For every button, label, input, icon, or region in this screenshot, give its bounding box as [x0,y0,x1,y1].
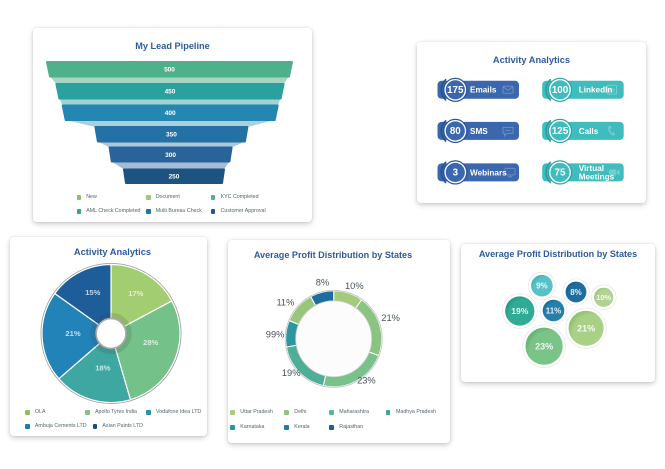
svg-text:250: 250 [169,174,180,181]
svg-text:11%: 11% [546,306,562,315]
svg-text:400: 400 [165,110,176,117]
svg-text:300: 300 [165,152,176,159]
svg-text:8%: 8% [570,288,582,297]
svg-text:21%: 21% [65,329,80,338]
svg-text:99%: 99% [266,330,285,340]
svg-text:Meetings: Meetings [579,173,615,182]
svg-text:Calls: Calls [579,127,599,136]
svg-text:450: 450 [165,89,176,96]
svg-text:LinkedIn: LinkedIn [579,86,613,95]
svg-text:500: 500 [164,67,175,74]
svg-text:21%: 21% [577,323,595,333]
svg-text:28%: 28% [143,338,158,347]
svg-text:100: 100 [552,85,569,96]
svg-text:23%: 23% [357,376,376,386]
svg-text:80: 80 [450,126,461,137]
svg-text:23%: 23% [535,341,553,351]
svg-text:75: 75 [555,168,566,179]
svg-text:8%: 8% [316,278,329,288]
svg-text:10%: 10% [596,293,611,302]
svg-text:Virtual: Virtual [579,164,604,173]
svg-text:125: 125 [552,126,569,137]
svg-text:11%: 11% [276,297,294,307]
svg-text:Emails: Emails [470,86,497,95]
svg-text:9%: 9% [536,282,548,291]
svg-text:15%: 15% [85,288,100,297]
svg-text:350: 350 [166,132,177,139]
svg-text:19%: 19% [282,368,301,378]
svg-text:21%: 21% [381,313,400,323]
svg-text:17%: 17% [128,289,143,298]
svg-text:in: in [609,88,615,95]
svg-text:10%: 10% [345,281,364,291]
svg-text:3: 3 [453,168,459,179]
svg-text:19%: 19% [511,306,529,316]
svg-text:Webinars: Webinars [470,168,507,177]
svg-text:SMS: SMS [470,127,488,136]
svg-text:18%: 18% [95,363,110,372]
svg-text:175: 175 [447,85,464,96]
